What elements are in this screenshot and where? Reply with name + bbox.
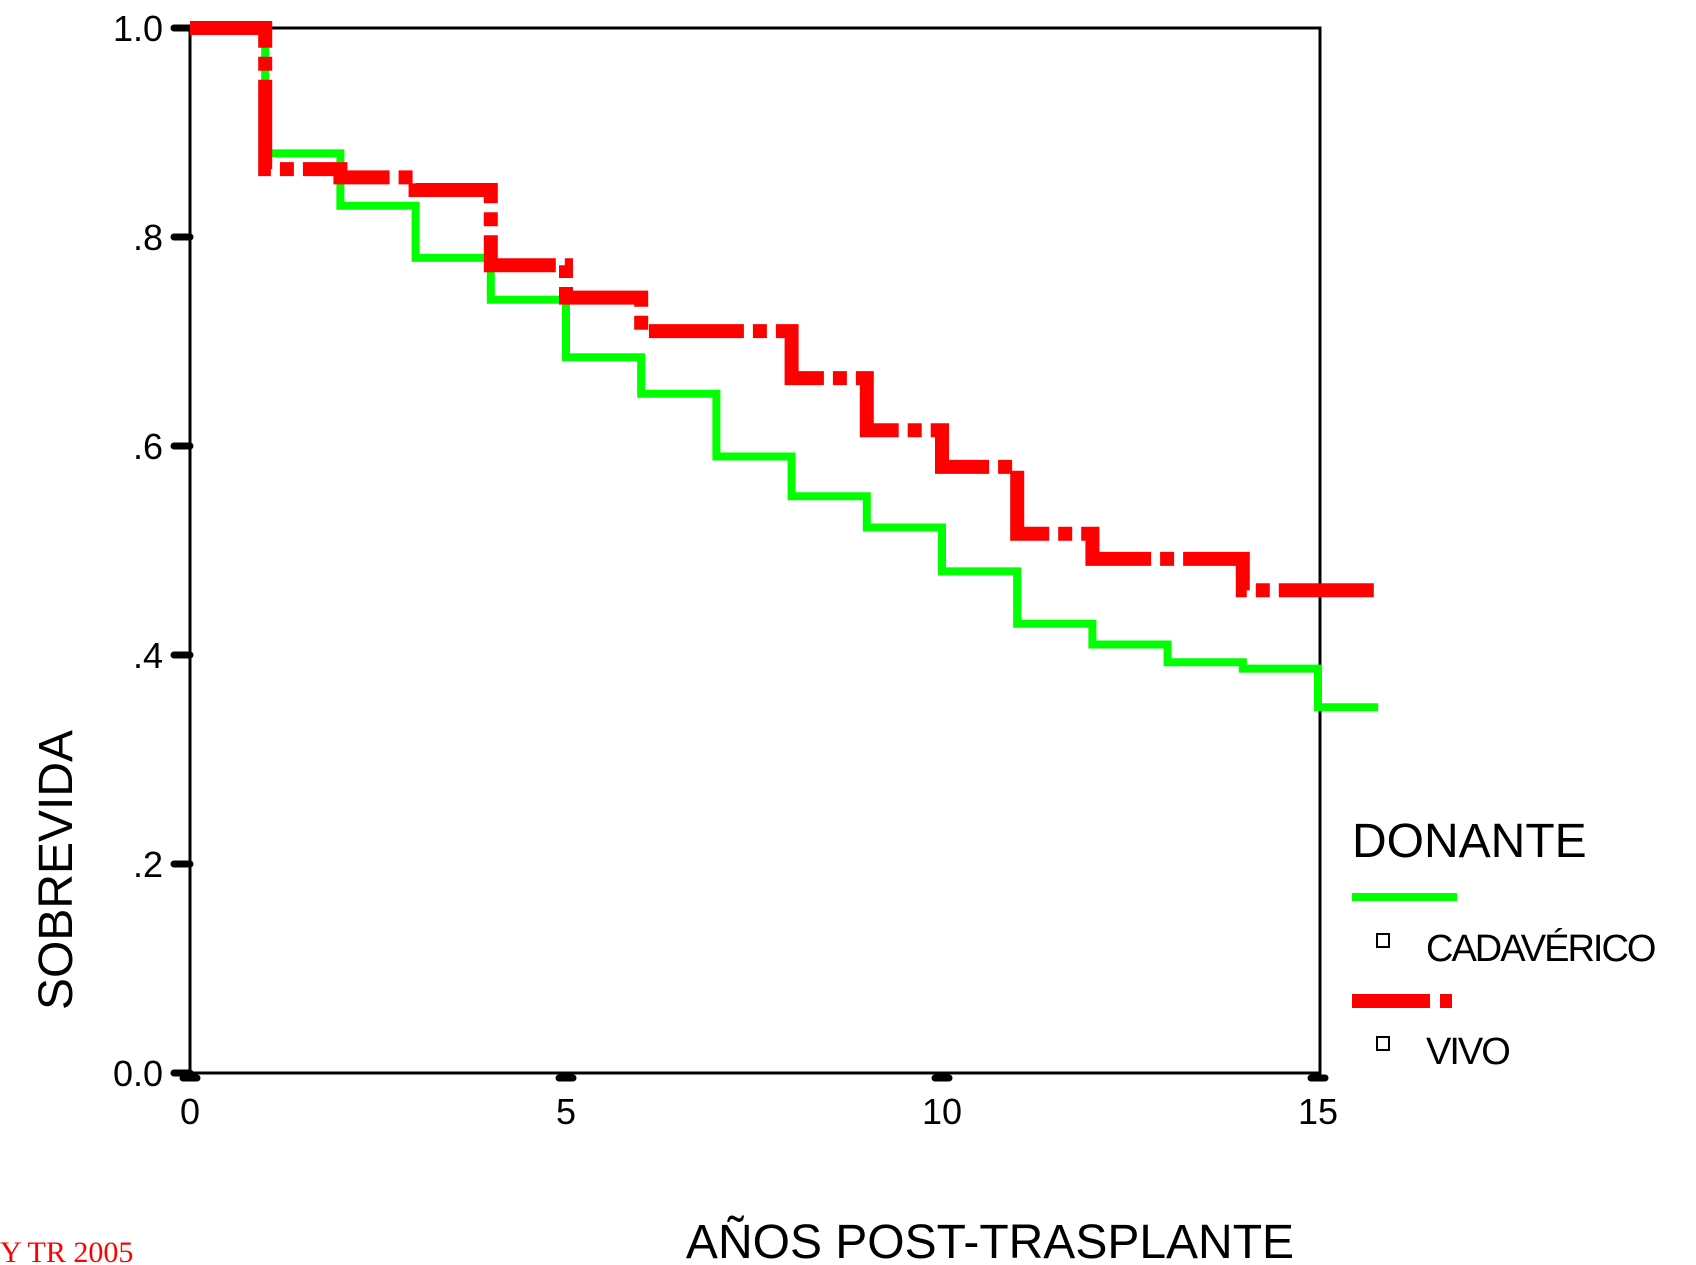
y-tick-label: .4 [133,635,163,676]
x-tick-label: 10 [922,1091,962,1132]
y-tick-label: 0.0 [113,1053,163,1094]
legend-title: DONANTE [1352,815,1587,868]
legend-label-vivo: VIVO [1426,1031,1509,1073]
x-axis-ticks: 0 5 10 15 [179,1074,1338,1132]
y-tick-label: .8 [133,217,163,258]
legend-marker-cadaverico [1376,933,1390,948]
x-tick-label: 5 [556,1091,576,1132]
x-tick-label: 0 [180,1091,200,1132]
series-line-cadaverico [190,24,1379,712]
series-layer [190,21,1379,712]
y-tick-label: .6 [133,426,163,467]
y-axis-ticks: 0.0 .2 .4 .6 .8 1.0 [113,8,194,1094]
x-tick-label: 15 [1298,1091,1338,1132]
y-axis-title: SOBREVIDA [30,730,83,1010]
plot-frame [188,26,1322,1075]
y-tick-label: 1.0 [113,8,163,49]
series-line-vivo [190,21,1379,598]
x-axis-title: AÑOS POST-TRASPLANTE [686,1215,1294,1265]
footer-credit: Y TR 2005 [0,1236,133,1265]
y-tick-label: .2 [133,844,163,885]
legend-marker-vivo [1376,1036,1390,1051]
legend-label-cadaverico: CADAVÉRICO [1426,927,1655,970]
legend: DONANTE CADAVÉRICO VIVO [1352,815,1657,1073]
